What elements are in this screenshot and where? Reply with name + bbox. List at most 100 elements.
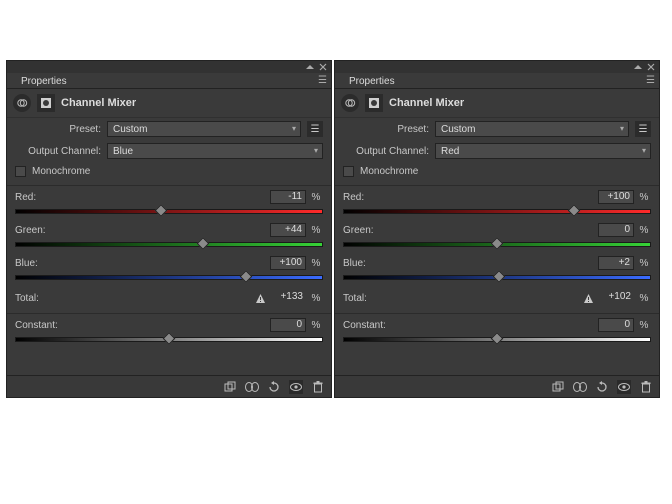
adjustment-type-icon — [13, 94, 31, 112]
collapse-icon[interactable] — [633, 63, 642, 72]
panel-menu-icon[interactable]: ☰ — [646, 75, 655, 86]
output-channel-label: Output Channel: — [343, 146, 429, 157]
tab-properties[interactable]: Properties — [13, 74, 75, 88]
slider-thumb[interactable] — [154, 204, 167, 217]
adjustment-header: Channel Mixer — [335, 89, 659, 118]
output-channel-value: Red — [441, 146, 459, 157]
total-value: +102 — [594, 291, 634, 305]
slider-gradient — [15, 275, 323, 280]
constant-label: Constant: — [15, 320, 270, 331]
output-channel-select[interactable]: Blue ▾ — [107, 143, 323, 159]
slider-thumb[interactable] — [240, 270, 253, 283]
monochrome-label: Monochrome — [32, 166, 90, 177]
collapse-icon[interactable] — [305, 63, 314, 72]
slider-track[interactable] — [343, 240, 651, 248]
constant-track[interactable] — [15, 335, 323, 343]
panel-title: Channel Mixer — [389, 97, 464, 109]
pct-label: % — [309, 225, 323, 236]
trash-icon[interactable] — [639, 380, 653, 394]
tab-properties[interactable]: Properties — [341, 74, 403, 88]
slider-value[interactable]: +2 — [598, 256, 634, 270]
constant-value[interactable]: 0 — [598, 318, 634, 332]
warning-icon — [255, 293, 266, 304]
slider-thumb[interactable] — [568, 204, 581, 217]
total-row: Total: +133 % — [7, 287, 331, 311]
adjustment-header: Channel Mixer — [7, 89, 331, 118]
slider-thumb[interactable] — [491, 332, 504, 345]
slider-track[interactable] — [15, 240, 323, 248]
monochrome-checkbox[interactable] — [15, 166, 26, 177]
panels-stage: Properties ☰ Channel Mixer Preset: Custo… — [6, 60, 660, 398]
pct-label: % — [637, 320, 651, 331]
toggle-visibility-icon[interactable] — [617, 380, 631, 394]
channel-slider: Green: 0 % — [335, 221, 659, 248]
pct-label: % — [309, 293, 323, 304]
chevron-down-icon: ▾ — [314, 146, 318, 155]
slider-track[interactable] — [15, 207, 323, 215]
clip-to-layer-icon[interactable] — [551, 380, 565, 394]
mask-icon[interactable] — [37, 94, 55, 112]
panel-title: Channel Mixer — [61, 97, 136, 109]
panel-tab-bar: Properties ☰ — [7, 73, 331, 89]
channel-slider: Red: +100 % — [335, 188, 659, 215]
slider-thumb[interactable] — [492, 270, 505, 283]
panel-menu-icon[interactable]: ☰ — [318, 75, 327, 86]
clip-to-layer-icon[interactable] — [223, 380, 237, 394]
pct-label: % — [637, 225, 651, 236]
preset-menu-icon[interactable]: ☰ — [635, 121, 651, 137]
slider-value[interactable]: +44 — [270, 223, 306, 237]
pct-label: % — [309, 258, 323, 269]
panel-topbar — [7, 61, 331, 73]
toggle-visibility-icon[interactable] — [289, 380, 303, 394]
slider-value[interactable]: -11 — [270, 190, 306, 204]
chevron-down-icon: ▾ — [642, 146, 646, 155]
slider-value[interactable]: +100 — [270, 256, 306, 270]
reset-icon[interactable] — [595, 380, 609, 394]
trash-icon[interactable] — [311, 380, 325, 394]
monochrome-row: Monochrome — [7, 162, 331, 183]
slider-value[interactable]: 0 — [598, 223, 634, 237]
slider-thumb[interactable] — [163, 332, 176, 345]
properties-panel: Properties ☰ Channel Mixer Preset: Custo… — [6, 60, 332, 398]
slider-track[interactable] — [343, 207, 651, 215]
slider-track[interactable] — [15, 273, 323, 281]
output-channel-value: Blue — [113, 146, 133, 157]
chevron-down-icon: ▾ — [292, 124, 296, 133]
warning-icon — [583, 293, 594, 304]
slider-thumb[interactable] — [197, 237, 210, 250]
preset-menu-icon[interactable]: ☰ — [307, 121, 323, 137]
mask-icon[interactable] — [365, 94, 383, 112]
reset-icon[interactable] — [267, 380, 281, 394]
close-icon[interactable] — [318, 63, 327, 72]
spacer — [335, 349, 659, 375]
slider-label: Green: — [343, 225, 598, 236]
slider-track[interactable] — [343, 273, 651, 281]
divider — [335, 313, 659, 314]
close-icon[interactable] — [646, 63, 655, 72]
channel-slider: Blue: +100 % — [7, 254, 331, 281]
slider-label: Blue: — [15, 258, 270, 269]
output-channel-label: Output Channel: — [15, 146, 101, 157]
pct-label: % — [637, 293, 651, 304]
preset-select[interactable]: Custom ▾ — [435, 121, 629, 137]
total-label: Total: — [343, 293, 583, 304]
slider-gradient — [15, 209, 323, 214]
constant-value[interactable]: 0 — [270, 318, 306, 332]
slider-value[interactable]: +100 — [598, 190, 634, 204]
constant-slider: Constant: 0 % — [335, 316, 659, 343]
sliders-container: Red: -11 % Green: +44 % Blue: +100 % — [7, 188, 331, 281]
slider-gradient — [15, 242, 323, 247]
view-previous-icon[interactable] — [573, 380, 587, 394]
channel-slider: Blue: +2 % — [335, 254, 659, 281]
view-previous-icon[interactable] — [245, 380, 259, 394]
output-channel-select[interactable]: Red ▾ — [435, 143, 651, 159]
output-channel-row: Output Channel: Blue ▾ — [7, 140, 331, 162]
constant-track[interactable] — [343, 335, 651, 343]
divider — [335, 185, 659, 186]
preset-row: Preset: Custom ▾ ☰ — [335, 118, 659, 140]
monochrome-checkbox[interactable] — [343, 166, 354, 177]
constant-label: Constant: — [343, 320, 598, 331]
preset-row: Preset: Custom ▾ ☰ — [7, 118, 331, 140]
preset-select[interactable]: Custom ▾ — [107, 121, 301, 137]
slider-thumb[interactable] — [491, 237, 504, 250]
